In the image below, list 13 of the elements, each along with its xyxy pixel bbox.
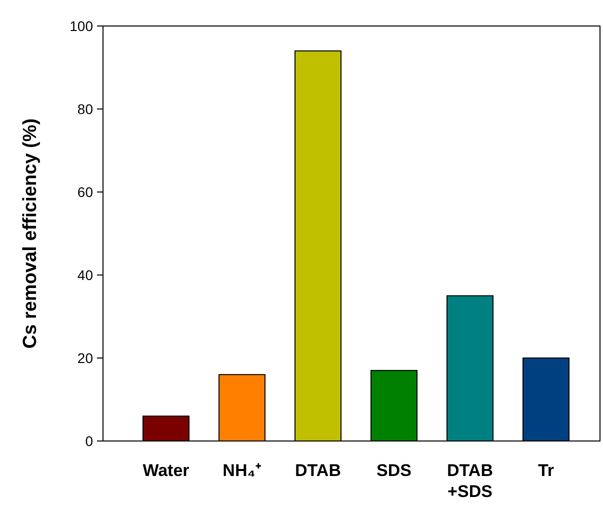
x-tick-label: NH₄⁺ [222, 461, 262, 480]
y-axis-title: Cs removal efficiency (%) [20, 118, 41, 349]
y-tick-label: 60 [77, 184, 94, 200]
y-tick-label: 100 [70, 18, 94, 34]
x-tick-label: SDS [376, 461, 412, 480]
y-tick-label: 80 [77, 100, 94, 117]
x-tick-label: Tr [538, 461, 554, 480]
y-tick-label: 40 [77, 266, 94, 283]
y-tick-label: 0 [85, 432, 94, 449]
x-tick-label: DTAB [295, 461, 341, 480]
x-tick-label: DTAB +SDS [447, 461, 493, 501]
x-tick-label: Water [142, 461, 190, 480]
y-tick-label: 20 [77, 350, 94, 366]
